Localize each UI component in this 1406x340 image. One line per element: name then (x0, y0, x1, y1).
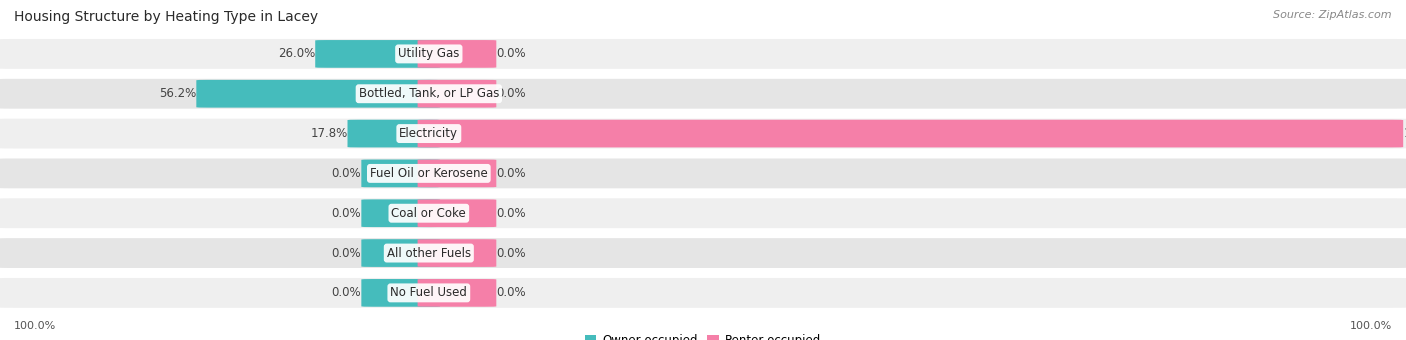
Text: All other Fuels: All other Fuels (387, 246, 471, 259)
Text: 0.0%: 0.0% (332, 207, 361, 220)
Text: No Fuel Used: No Fuel Used (391, 286, 467, 300)
FancyBboxPatch shape (347, 120, 440, 148)
Text: 0.0%: 0.0% (496, 47, 526, 61)
FancyBboxPatch shape (418, 40, 496, 68)
Text: 0.0%: 0.0% (496, 246, 526, 259)
FancyBboxPatch shape (361, 199, 440, 227)
FancyBboxPatch shape (418, 120, 1403, 148)
Text: Electricity: Electricity (399, 127, 458, 140)
FancyBboxPatch shape (418, 199, 496, 227)
Text: Source: ZipAtlas.com: Source: ZipAtlas.com (1274, 10, 1392, 20)
FancyBboxPatch shape (0, 238, 1406, 268)
Text: 0.0%: 0.0% (496, 87, 526, 100)
Text: 26.0%: 26.0% (278, 47, 315, 61)
Text: 0.0%: 0.0% (332, 246, 361, 259)
FancyBboxPatch shape (197, 80, 440, 107)
FancyBboxPatch shape (418, 80, 496, 107)
Text: 0.0%: 0.0% (332, 286, 361, 300)
FancyBboxPatch shape (0, 158, 1406, 188)
Text: 0.0%: 0.0% (496, 286, 526, 300)
Text: Coal or Coke: Coal or Coke (391, 207, 467, 220)
FancyBboxPatch shape (418, 239, 496, 267)
Text: Bottled, Tank, or LP Gas: Bottled, Tank, or LP Gas (359, 87, 499, 100)
FancyBboxPatch shape (361, 159, 440, 187)
Text: 100.0%: 100.0% (1350, 321, 1392, 331)
FancyBboxPatch shape (361, 239, 440, 267)
Text: 100.0%: 100.0% (1403, 127, 1406, 140)
FancyBboxPatch shape (418, 279, 496, 307)
Legend: Owner-occupied, Renter-occupied: Owner-occupied, Renter-occupied (579, 329, 827, 340)
FancyBboxPatch shape (0, 79, 1406, 109)
FancyBboxPatch shape (315, 40, 440, 68)
FancyBboxPatch shape (0, 39, 1406, 69)
Text: 17.8%: 17.8% (311, 127, 347, 140)
FancyBboxPatch shape (0, 278, 1406, 308)
Text: 0.0%: 0.0% (496, 207, 526, 220)
Text: Utility Gas: Utility Gas (398, 47, 460, 61)
FancyBboxPatch shape (0, 198, 1406, 228)
Text: 56.2%: 56.2% (159, 87, 197, 100)
Text: 100.0%: 100.0% (14, 321, 56, 331)
Text: Fuel Oil or Kerosene: Fuel Oil or Kerosene (370, 167, 488, 180)
Text: 0.0%: 0.0% (496, 167, 526, 180)
FancyBboxPatch shape (418, 159, 496, 187)
Text: Housing Structure by Heating Type in Lacey: Housing Structure by Heating Type in Lac… (14, 10, 318, 24)
FancyBboxPatch shape (0, 119, 1406, 149)
FancyBboxPatch shape (361, 279, 440, 307)
Text: 0.0%: 0.0% (332, 167, 361, 180)
